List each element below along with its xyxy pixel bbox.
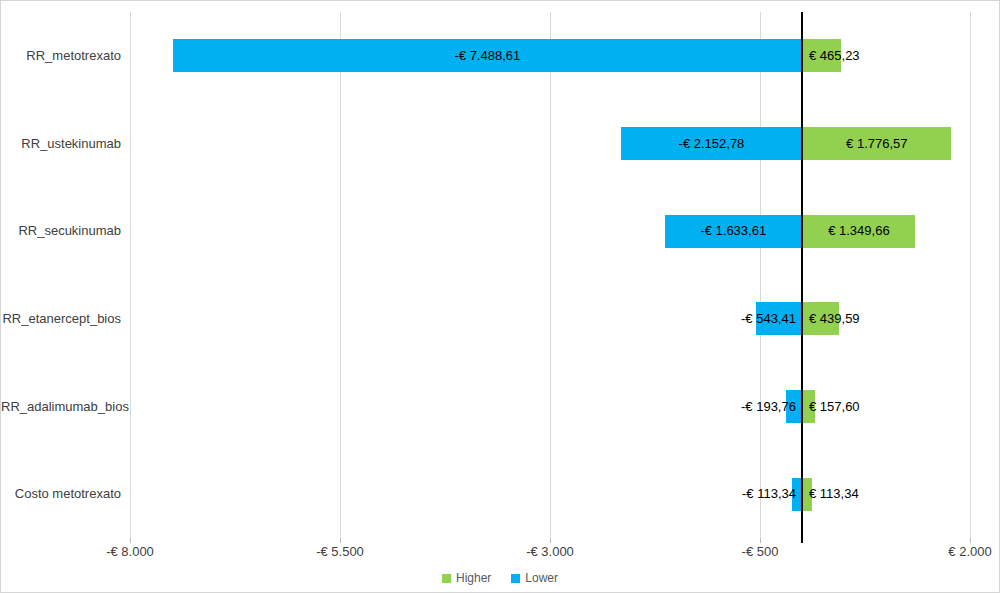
bar-value-label: -€ 7.488,61 [454, 48, 520, 64]
category-label: Costo metotrexato [1, 486, 121, 502]
axis-tick-mark [550, 538, 551, 543]
gridline [970, 12, 971, 538]
x-tick-label: -€ 8.000 [70, 544, 190, 560]
baseline-axis [801, 12, 803, 543]
bar-value-label: -€ 193,76 [741, 399, 796, 415]
bar-value-label: -€ 2.152,78 [679, 136, 745, 152]
category-label: RR_metotrexato [1, 48, 121, 64]
bar-value-label: € 1.349,66 [828, 223, 889, 239]
legend-label: Lower [525, 571, 558, 585]
tornado-chart: -€ 8.000 -€ 5.500 -€ 3.000 -€ 500 € 2.000 RR_… [0, 0, 1000, 593]
axis-tick-mark [340, 538, 341, 543]
category-label: RR_etanercept_bios [1, 311, 121, 327]
bar-value-label: -€ 1.633,61 [700, 223, 766, 239]
legend-item-higher: Higher [442, 571, 491, 585]
bar-value-label: € 439,59 [809, 311, 860, 327]
axis-tick-mark [130, 538, 131, 543]
x-tick-label: € 2.000 [910, 544, 1000, 560]
category-label: RR_adalimumab_bios [1, 399, 121, 415]
legend-label: Higher [456, 571, 491, 585]
bar-value-label: € 1.776,57 [846, 136, 907, 152]
x-tick-label: -€ 500 [700, 544, 820, 560]
axis-tick-mark [970, 538, 971, 543]
plot-area: -€ 8.000 -€ 5.500 -€ 3.000 -€ 500 € 2.000 RR_… [1, 1, 999, 592]
gridline [340, 12, 341, 538]
legend-swatch-icon [511, 574, 520, 583]
category-label: RR_ustekinumab [1, 136, 121, 152]
bar-value-label: € 157,60 [809, 399, 860, 415]
gridline [550, 12, 551, 538]
gridline [760, 12, 761, 538]
axis-tick-mark [760, 538, 761, 543]
x-tick-label: -€ 3.000 [490, 544, 610, 560]
gridline [130, 12, 131, 538]
x-tick-label: -€ 5.500 [280, 544, 400, 560]
legend-item-lower: Lower [511, 571, 558, 585]
bar-value-label: € 465,23 [809, 48, 860, 64]
legend-swatch-icon [442, 574, 451, 583]
bar-value-label: -€ 113,34 [742, 486, 796, 502]
bar-value-label: -€ 543,41 [741, 311, 796, 327]
chart-legend: Higher Lower [1, 569, 999, 587]
category-label: RR_secukinumab [1, 223, 121, 239]
bar-value-label: € 113,34 [809, 486, 859, 502]
